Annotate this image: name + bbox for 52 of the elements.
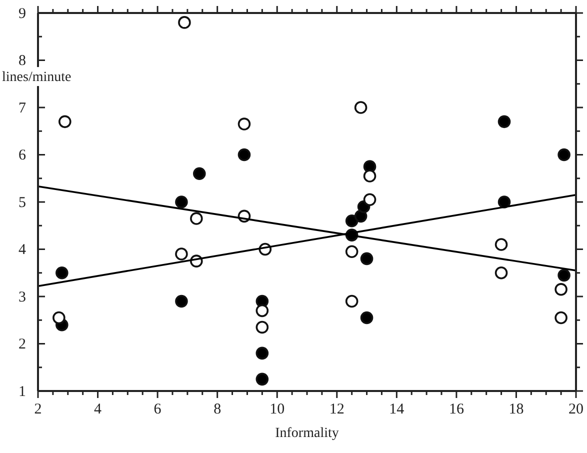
- point: [354, 101, 368, 114]
- y-tick-label: 5: [18, 194, 26, 211]
- y-axis-title: lines/minute: [2, 70, 72, 86]
- point: [256, 346, 269, 360]
- point: [256, 372, 269, 386]
- point: [558, 268, 570, 282]
- x-tick-label: 20: [568, 402, 584, 418]
- point: [190, 212, 203, 225]
- y-tick-label: 4: [18, 242, 26, 258]
- point: [498, 115, 511, 128]
- x-tick-label: 6: [154, 402, 162, 418]
- point: [360, 311, 374, 324]
- point: [494, 266, 508, 280]
- point: [175, 196, 188, 208]
- x-tick-label: 12: [329, 402, 344, 418]
- x-tick-label: 18: [508, 402, 524, 418]
- x-tick-label: 16: [448, 402, 464, 418]
- point: [558, 148, 570, 162]
- x-tick-label: 8: [214, 402, 222, 418]
- point: [360, 252, 374, 266]
- point: [554, 283, 568, 296]
- point: [363, 170, 376, 182]
- point: [175, 294, 188, 308]
- y-tick-label: 1: [18, 384, 26, 400]
- point: [193, 167, 206, 180]
- point: [178, 16, 191, 29]
- point: [56, 266, 68, 280]
- point: [256, 320, 269, 334]
- y-tick-label: 2: [18, 336, 26, 353]
- y-tick-label: 8: [18, 53, 26, 70]
- point: [345, 214, 358, 228]
- point: [345, 294, 358, 308]
- x-tick-label: 10: [270, 402, 285, 418]
- x-tick-label: 2: [34, 402, 42, 418]
- y-tick-label: 9: [18, 6, 26, 22]
- point: [498, 196, 511, 208]
- x-axis-title: Informality: [275, 426, 339, 441]
- x-tick-label: 14: [389, 402, 405, 418]
- x-tick-label: 4: [94, 402, 102, 418]
- point: [345, 245, 358, 258]
- point: [58, 115, 72, 128]
- point: [52, 311, 66, 324]
- point: [494, 238, 508, 251]
- y-tick-label: 3: [18, 289, 26, 306]
- point: [238, 118, 251, 130]
- point: [238, 148, 251, 162]
- y-tick-label: 6: [18, 148, 26, 164]
- point: [175, 248, 188, 260]
- point: [256, 304, 269, 318]
- y-tick-label: 7: [18, 100, 26, 116]
- point: [363, 193, 376, 206]
- point: [554, 311, 568, 324]
